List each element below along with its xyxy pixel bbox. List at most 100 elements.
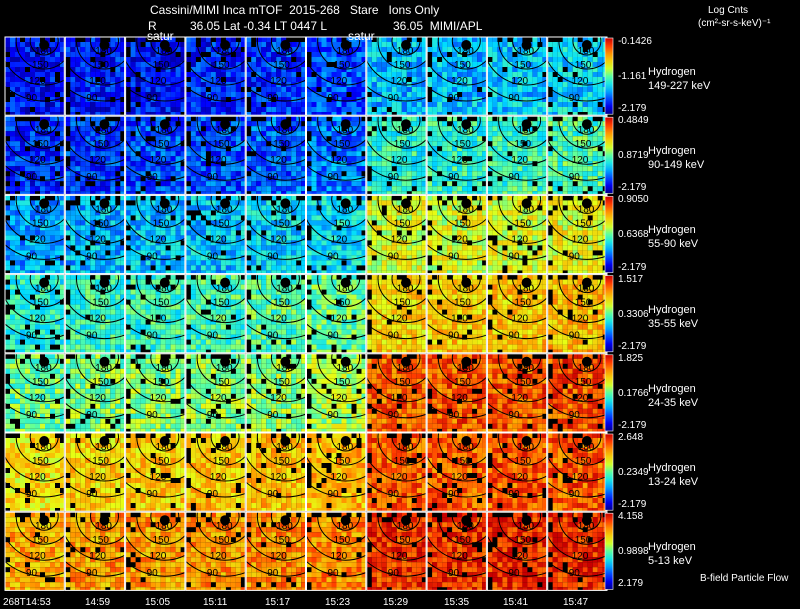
contour-label: 90 bbox=[86, 172, 98, 183]
contour-label: 120 bbox=[29, 76, 46, 87]
contour-label: 120 bbox=[391, 234, 408, 245]
image-panel: 180 150 120 90 bbox=[5, 37, 65, 116]
contour-label: 150 bbox=[514, 139, 531, 150]
colorbar-min: -2.179 bbox=[618, 261, 647, 273]
contour-label: 150 bbox=[575, 535, 592, 546]
colorbar bbox=[604, 37, 614, 115]
image-panel: 180 150 120 90 bbox=[547, 195, 608, 274]
image-panel: 180 150 120 90 bbox=[65, 512, 125, 591]
image-panel: 180 150 120 90 bbox=[306, 37, 366, 116]
image-panel: 180 150 120 90 bbox=[246, 433, 306, 512]
contour-label: 90 bbox=[86, 93, 98, 104]
contour-label: 90 bbox=[569, 172, 581, 183]
colorbar-mid: 0.8719 bbox=[618, 150, 649, 162]
panel-border bbox=[4, 36, 65, 116]
contour-label: 150 bbox=[153, 298, 170, 309]
contour-label: 120 bbox=[391, 314, 408, 325]
contour-label: 150 bbox=[394, 535, 411, 546]
contour-label: 180 bbox=[397, 46, 414, 57]
contour-label: 90 bbox=[86, 489, 98, 500]
contour-label: 180 bbox=[517, 363, 534, 374]
image-panel: 180 150 120 90 bbox=[487, 116, 547, 195]
contour-label: 120 bbox=[29, 472, 46, 483]
panel-border bbox=[426, 274, 487, 354]
contour-label: 150 bbox=[213, 377, 230, 388]
contour-label: 90 bbox=[26, 331, 38, 342]
contour-label: 180 bbox=[517, 284, 534, 295]
image-panel: 180 150 120 90 bbox=[65, 274, 125, 353]
colorbar-max: -0.1426 bbox=[618, 36, 652, 47]
panel-border bbox=[245, 274, 306, 354]
contour-label: 120 bbox=[511, 551, 528, 562]
panel-border bbox=[4, 511, 65, 591]
contour-label: 180 bbox=[457, 46, 474, 57]
contour-label: 150 bbox=[514, 60, 531, 71]
contour-label: 150 bbox=[575, 60, 592, 71]
contour-label: 90 bbox=[569, 568, 581, 579]
contour-label: 150 bbox=[575, 456, 592, 467]
contour-label: 90 bbox=[86, 251, 98, 262]
colorbar bbox=[604, 512, 614, 590]
contour-label: 180 bbox=[397, 363, 414, 374]
image-panel: 180 150 120 90 bbox=[185, 274, 246, 353]
contour-label: 150 bbox=[213, 535, 230, 546]
plot-title: Cassini/MIMI Inca mTOF 2015-268 Stare Io… bbox=[150, 3, 440, 17]
species-label: Hydrogen bbox=[648, 224, 696, 237]
contour-label: 180 bbox=[35, 284, 52, 295]
panel-border bbox=[306, 274, 367, 354]
contour-label: 180 bbox=[517, 442, 534, 453]
contour-label: 180 bbox=[578, 442, 595, 453]
contour-label: 120 bbox=[150, 314, 167, 325]
panel-border bbox=[64, 274, 126, 354]
contour-label: 90 bbox=[508, 410, 520, 421]
contour-label: 90 bbox=[508, 568, 520, 579]
contour-label: 90 bbox=[267, 568, 279, 579]
contour-label: 90 bbox=[569, 489, 581, 500]
time-label: 15:17 bbox=[265, 597, 291, 608]
panel-border bbox=[306, 353, 367, 433]
image-panel: 180 150 120 90 bbox=[65, 37, 125, 116]
contour-label: 180 bbox=[397, 204, 414, 215]
contour-label: 180 bbox=[397, 521, 414, 532]
colorbar-min: -2.179 bbox=[618, 103, 647, 115]
contour-label: 180 bbox=[457, 204, 474, 215]
time-label: 15:11 bbox=[203, 597, 228, 608]
colorbar bbox=[604, 275, 614, 353]
panel-border bbox=[306, 194, 367, 275]
contour-label: 120 bbox=[451, 393, 468, 404]
contour-label: 120 bbox=[270, 393, 287, 404]
energy-label: 5-13 keV bbox=[648, 555, 693, 568]
contour-label: 120 bbox=[331, 234, 348, 245]
panel-border bbox=[185, 36, 246, 116]
image-panel: 180 150 120 90 bbox=[487, 195, 547, 274]
colorbar-max: 1.825 bbox=[618, 352, 644, 364]
contour-label: 120 bbox=[391, 393, 408, 404]
image-panel: 180 150 120 90 bbox=[547, 274, 608, 353]
image-panel: 180 150 120 90 bbox=[5, 353, 65, 432]
panel-border bbox=[185, 511, 246, 591]
panel-border bbox=[125, 353, 186, 433]
image-panel: 180 150 120 90 bbox=[65, 195, 125, 274]
image-panel: 180 150 120 90 bbox=[125, 116, 185, 195]
contour-label: 180 bbox=[276, 363, 293, 374]
contour-label: 90 bbox=[147, 410, 159, 421]
time-label: 15:23 bbox=[325, 597, 351, 608]
panel-border bbox=[64, 194, 126, 275]
contour-label: 150 bbox=[394, 377, 411, 388]
contour-label: 150 bbox=[92, 377, 109, 388]
contour-label: 150 bbox=[32, 60, 49, 71]
contour-label: 90 bbox=[267, 172, 279, 183]
contour-label: 150 bbox=[273, 456, 290, 467]
contour-label: 90 bbox=[147, 251, 159, 262]
contour-label: 180 bbox=[517, 46, 534, 57]
image-panel: 180 150 120 90 bbox=[487, 274, 547, 353]
contour-label: 180 bbox=[517, 125, 534, 136]
contour-label: 150 bbox=[514, 535, 531, 546]
panel-border bbox=[426, 36, 487, 116]
contour-label: 180 bbox=[578, 125, 595, 136]
time-label: 268T14:53 bbox=[3, 597, 51, 608]
contour-label: 90 bbox=[508, 331, 520, 342]
contour-label: 180 bbox=[397, 284, 414, 295]
image-panel: 180 150 120 90 bbox=[427, 274, 487, 353]
colorbar-mid: 0.6368 bbox=[618, 229, 649, 241]
